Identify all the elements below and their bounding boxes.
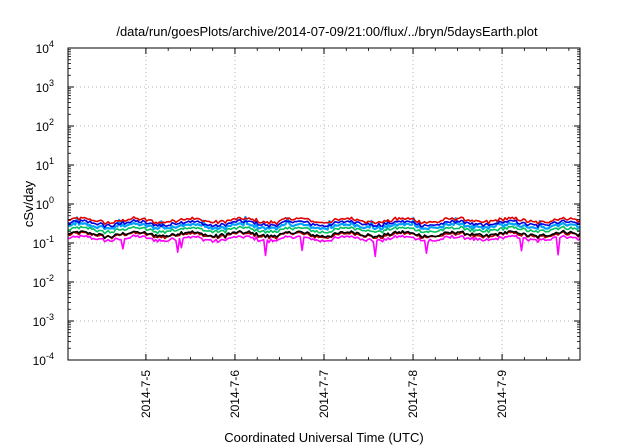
series-line xyxy=(67,229,581,239)
x-tick-label: 2014-7-8 xyxy=(406,370,420,418)
series-line xyxy=(67,218,581,229)
series-line xyxy=(67,234,581,258)
y-axis: 10-4 10-3 10-2 10-1 100 101 102 103 104 xyxy=(33,39,580,368)
y-tick-label: 104 xyxy=(36,39,54,56)
x-axis-title: Coordinated Universal Time (UTC) xyxy=(224,430,423,445)
y-axis-title: cSv/day xyxy=(21,180,36,227)
y-tick-label: 10-3 xyxy=(33,312,54,329)
grid-lines xyxy=(68,48,580,360)
y-tick-label: 10-1 xyxy=(33,234,54,251)
x-tick-label: 2014-7-5 xyxy=(139,370,153,418)
series-line xyxy=(67,216,581,226)
series-layer xyxy=(67,215,581,258)
series-line xyxy=(67,215,581,231)
x-tick-label: 2014-7-9 xyxy=(495,370,509,418)
y-tick-label: 100 xyxy=(36,195,54,212)
y-tick-label: 102 xyxy=(36,117,54,134)
y-tick-label: 103 xyxy=(36,78,54,95)
x-tick-label: 2014-7-6 xyxy=(228,370,242,418)
x-axis: 2014-7-5 2014-7-6 2014-7-7 2014-7-8 2014-7-9 xyxy=(139,48,570,418)
chart-title: /data/run/goesPlots/archive/2014-07-09/2… xyxy=(116,24,538,39)
x-tick-label: 2014-7-7 xyxy=(317,370,331,418)
y-tick-label: 10-4 xyxy=(33,351,54,368)
y-tick-label: 10-2 xyxy=(33,273,54,290)
series-line xyxy=(67,230,581,240)
y-tick-label: 101 xyxy=(36,156,54,173)
series-line xyxy=(67,225,581,235)
